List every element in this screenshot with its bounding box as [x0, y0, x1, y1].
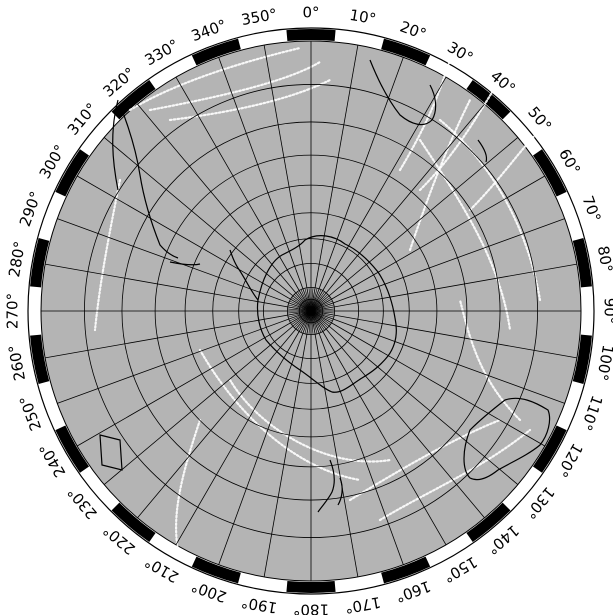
- frame-segment: [191, 38, 241, 66]
- longitude-label: 250°: [16, 393, 45, 433]
- meridian: [45, 263, 312, 312]
- longitude-label: 200°: [189, 577, 229, 606]
- coastline: [256, 235, 397, 393]
- frame-segment: [30, 334, 50, 384]
- longitude-label: 70°: [578, 193, 604, 224]
- meridian: [175, 76, 312, 312]
- frame-segment: [55, 425, 90, 473]
- coastline: [337, 477, 343, 506]
- longitude-label: 60°: [555, 146, 584, 178]
- coastline: [369, 59, 437, 126]
- frame-segment: [286, 28, 336, 42]
- coastline: [463, 397, 551, 481]
- meridian: [310, 263, 577, 312]
- frame-segment: [466, 502, 511, 543]
- meridian: [57, 310, 312, 404]
- ship-track: [418, 138, 512, 332]
- meridian: [310, 57, 404, 312]
- meridian: [175, 310, 312, 546]
- meridian: [310, 310, 404, 565]
- meridian: [103, 310, 312, 485]
- frame-segment: [572, 238, 592, 288]
- frame-segment: [55, 149, 90, 197]
- ship-track: [198, 348, 362, 482]
- coastline: [112, 99, 119, 191]
- longitude-label: 350°: [240, 5, 279, 29]
- meridian: [310, 45, 359, 312]
- meridian: [310, 310, 485, 519]
- meridian: [263, 45, 312, 312]
- meridian: [310, 310, 577, 359]
- longitude-label: 80°: [594, 245, 613, 274]
- frame-segment: [191, 556, 241, 584]
- meridian: [137, 310, 312, 519]
- longitude-label: 10°: [348, 6, 377, 28]
- meridian: [263, 310, 312, 577]
- longitude-label: 110°: [577, 393, 606, 433]
- coastline: [99, 434, 123, 471]
- frame-segment: [30, 238, 50, 288]
- coastline: [317, 459, 335, 513]
- coastline: [169, 261, 201, 266]
- meridian: [310, 175, 546, 312]
- longitude-label: 270°: [4, 293, 22, 329]
- frame-segment: [532, 149, 567, 197]
- meridian: [310, 218, 565, 312]
- frame-segment: [381, 38, 431, 66]
- longitude-label: 160°: [393, 577, 433, 606]
- ship-track: [418, 78, 502, 192]
- longitude-label: 100°: [593, 343, 613, 382]
- ship-track: [408, 98, 472, 252]
- frame-segment: [381, 556, 431, 584]
- longitude-label: 260°: [5, 343, 29, 382]
- frame-segment: [572, 334, 592, 384]
- longitude-label: 190°: [240, 593, 279, 615]
- ship-track: [175, 418, 202, 562]
- ship-track: [398, 58, 452, 172]
- graticule: [41, 41, 581, 581]
- longitude-label: 290°: [16, 189, 45, 229]
- meridian: [310, 103, 485, 312]
- ship-track: [128, 46, 302, 112]
- meridian: [218, 310, 312, 565]
- coastline: [119, 104, 179, 259]
- coastline: [229, 249, 259, 301]
- ship-track: [168, 78, 332, 122]
- ship-track: [148, 60, 322, 112]
- longitude-label: 280°: [5, 240, 29, 279]
- coastlines: [99, 59, 551, 513]
- ship-track: [468, 128, 542, 212]
- longitude-label: 170°: [343, 593, 382, 615]
- ship-track: [378, 428, 532, 522]
- ship-track: [228, 378, 392, 463]
- meridian: [310, 310, 565, 404]
- frame-segment: [111, 502, 156, 543]
- longitude-label: 20°: [398, 17, 429, 43]
- meridian: [310, 310, 519, 485]
- ship-tracks: [93, 46, 542, 562]
- longitude-label: 340°: [189, 16, 229, 45]
- meridian: [76, 175, 312, 312]
- meridian: [45, 310, 312, 359]
- ship-track: [458, 298, 522, 422]
- longitude-label: 90°: [601, 298, 613, 325]
- longitude-label: 180°: [293, 601, 329, 615]
- meridian: [310, 76, 447, 312]
- frame-segment: [286, 580, 336, 593]
- meridian: [137, 103, 312, 312]
- meridian: [310, 310, 447, 546]
- meridian: [218, 57, 312, 312]
- meridian: [310, 137, 519, 312]
- ship-track: [93, 178, 122, 332]
- meridian: [76, 310, 312, 447]
- meridian: [310, 310, 359, 577]
- frame-segment: [111, 79, 156, 120]
- longitude-label: 0°: [302, 4, 319, 22]
- coastline: [477, 139, 488, 163]
- ship-track: [348, 418, 502, 502]
- meridian: [310, 310, 546, 447]
- frame-segment: [532, 425, 567, 473]
